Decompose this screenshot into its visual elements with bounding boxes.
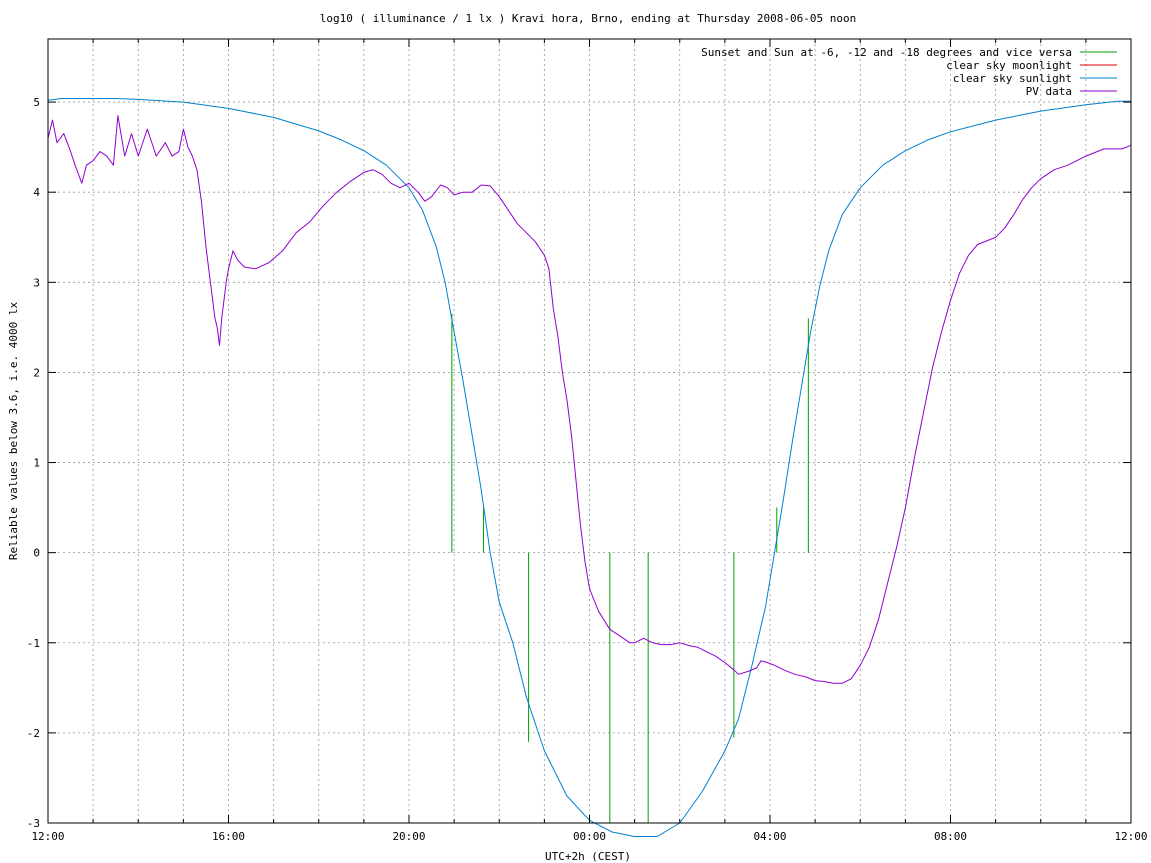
series-group [47,98,1132,837]
y-tick-label: 1 [33,457,40,470]
y-tick-label: 3 [33,276,40,289]
x-tick-label: 08:00 [934,830,967,843]
y-axis-ticks: 5 4 3 2 1 0 -1 -2 -3 [27,96,1131,830]
x-tick-label: 00:00 [573,830,606,843]
x-tick-label: 12:00 [1114,830,1147,843]
y-tick-label: 0 [33,547,40,560]
legend-label: clear sky moonlight [946,59,1072,72]
y-axis-label: Reliable values below 3.6, i.e. 4000 lx [7,301,20,560]
series-line-pv-data [47,115,1132,684]
grid [48,39,1131,823]
x-axis-label: UTC+2h (CEST) [545,850,631,863]
y-tick-label: 2 [33,366,40,379]
x-tick-label: 04:00 [753,830,786,843]
legend-label: PV data [1026,85,1072,98]
y-tick-label: -1 [27,637,40,650]
legend-label: Sunset and Sun at -6, -12 and -18 degree… [701,46,1072,59]
chart-title: log10 ( illuminance / 1 lx ) Kravi hora,… [320,12,856,25]
y-tick-label: 5 [33,96,40,109]
legend: Sunset and Sun at -6, -12 and -18 degree… [701,46,1117,98]
sun-angle-lines [451,313,809,823]
x-axis-ticks: 12:00 16:00 20:00 00:00 04:00 08:00 12:00 [31,39,1148,843]
y-tick-label: -3 [27,817,40,830]
legend-label: clear sky sunlight [953,72,1072,85]
x-tick-label: 12:00 [31,830,64,843]
x-tick-label: 20:00 [392,830,425,843]
x-tick-label: 16:00 [212,830,245,843]
y-tick-label: -2 [27,727,40,740]
y-tick-label: 4 [33,186,40,199]
series-line-clear-sky-sunlight [47,98,1131,837]
